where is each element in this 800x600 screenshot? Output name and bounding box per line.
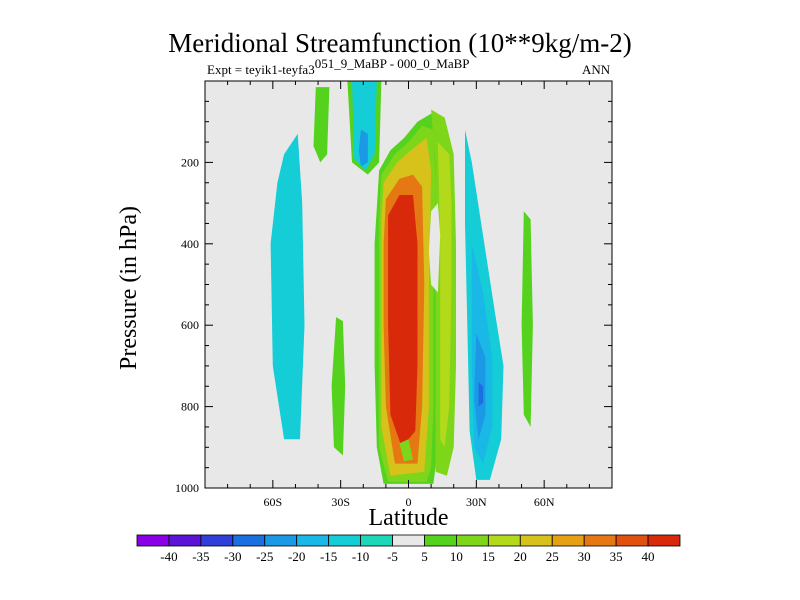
contour-upper-neg	[352, 81, 377, 171]
colorbar: -40 -35 -30 -25 -20 -15 -10 -5 5 10 15 20 25 30 35 40	[136, 534, 681, 564]
colorbar-swatch	[232, 534, 266, 547]
contour-n-pos-band	[521, 211, 533, 427]
colorbar-label: 20	[514, 549, 527, 564]
y-tick-label: 400	[181, 237, 199, 251]
colorbar-swatch	[136, 534, 170, 547]
contour-upper-pos-a	[313, 87, 330, 163]
y-tick-label: 600	[181, 318, 199, 332]
contour-s-midlat-spur	[288, 390, 298, 440]
experiment-label: Expt = teyik1-teyfa3051_9_MaBP - 000_0_M…	[207, 56, 470, 78]
colorbar-label: 25	[546, 549, 559, 564]
contour-n-subtrop-hole	[428, 203, 441, 293]
season-label: ANN	[582, 62, 611, 77]
y-tick-label: 200	[181, 155, 199, 169]
colorbar-label: 40	[642, 549, 655, 564]
contour-trop-gap	[399, 439, 413, 462]
y-tick-label: 1000	[175, 481, 199, 495]
colorbar-label: -30	[224, 549, 241, 564]
colorbar-label: -25	[256, 549, 273, 564]
colorbar-label: 30	[578, 549, 591, 564]
contour-trop-40	[388, 195, 418, 448]
contour-upper-neg-core	[358, 129, 368, 167]
colorbar-swatch	[296, 534, 330, 547]
colorbar-swatch	[456, 534, 489, 547]
colorbar-label: 35	[610, 549, 623, 564]
colorbar-label: 15	[482, 549, 495, 564]
contour-fills	[270, 81, 533, 484]
axis-ticks: 60S 30S 0 30N 60N 200 400 600 800 1000	[175, 81, 612, 509]
contour-s-weak-pos	[331, 317, 346, 456]
colorbar-label: -20	[288, 549, 305, 564]
colorbar-swatch	[360, 534, 393, 547]
colorbar-label: -40	[160, 549, 177, 564]
chart-title: Meridional Streamfunction (10**9kg/m-2)	[168, 28, 632, 58]
colorbar-swatch	[551, 534, 585, 547]
y-axis-label: Pressure (in hPa)	[116, 206, 142, 370]
colorbar-swatch	[168, 534, 202, 547]
colorbar-swatch	[647, 534, 681, 547]
colorbar-swatch	[328, 534, 361, 547]
experiment-name: Expt = teyik1-teyfa3	[207, 62, 315, 77]
contour-s-midlat-neg	[270, 133, 305, 440]
x-tick-label: 0	[406, 495, 412, 509]
colorbar-swatch	[583, 534, 617, 547]
contour-n-midlat-neg-25	[478, 382, 484, 407]
x-tick-label: 60N	[534, 495, 555, 509]
colorbar-swatch	[487, 534, 521, 547]
experiment-period: 051_9_MaBP - 000_0_MaBP	[314, 56, 470, 71]
colorbar-swatch	[264, 534, 298, 547]
colorbar-swatch	[519, 534, 553, 547]
y-tick-label: 800	[181, 400, 199, 414]
colorbar-swatch	[392, 534, 425, 547]
x-tick-label: 30N	[466, 495, 487, 509]
colorbar-swatch	[615, 534, 649, 547]
colorbar-label: -15	[320, 549, 337, 564]
x-axis-label: Latitude	[368, 505, 449, 531]
x-tick-label: 60S	[263, 495, 282, 509]
colorbar-label: -35	[192, 549, 209, 564]
colorbar-label: -10	[352, 549, 369, 564]
colorbar-label: 10	[450, 549, 463, 564]
colorbar-swatch	[200, 534, 234, 547]
colorbar-swatch	[424, 534, 457, 547]
contour-n-subtrop-core	[437, 142, 452, 448]
colorbar-label: 5	[421, 549, 428, 564]
x-tick-label: 30S	[331, 495, 350, 509]
colorbar-label: -5	[387, 549, 398, 564]
